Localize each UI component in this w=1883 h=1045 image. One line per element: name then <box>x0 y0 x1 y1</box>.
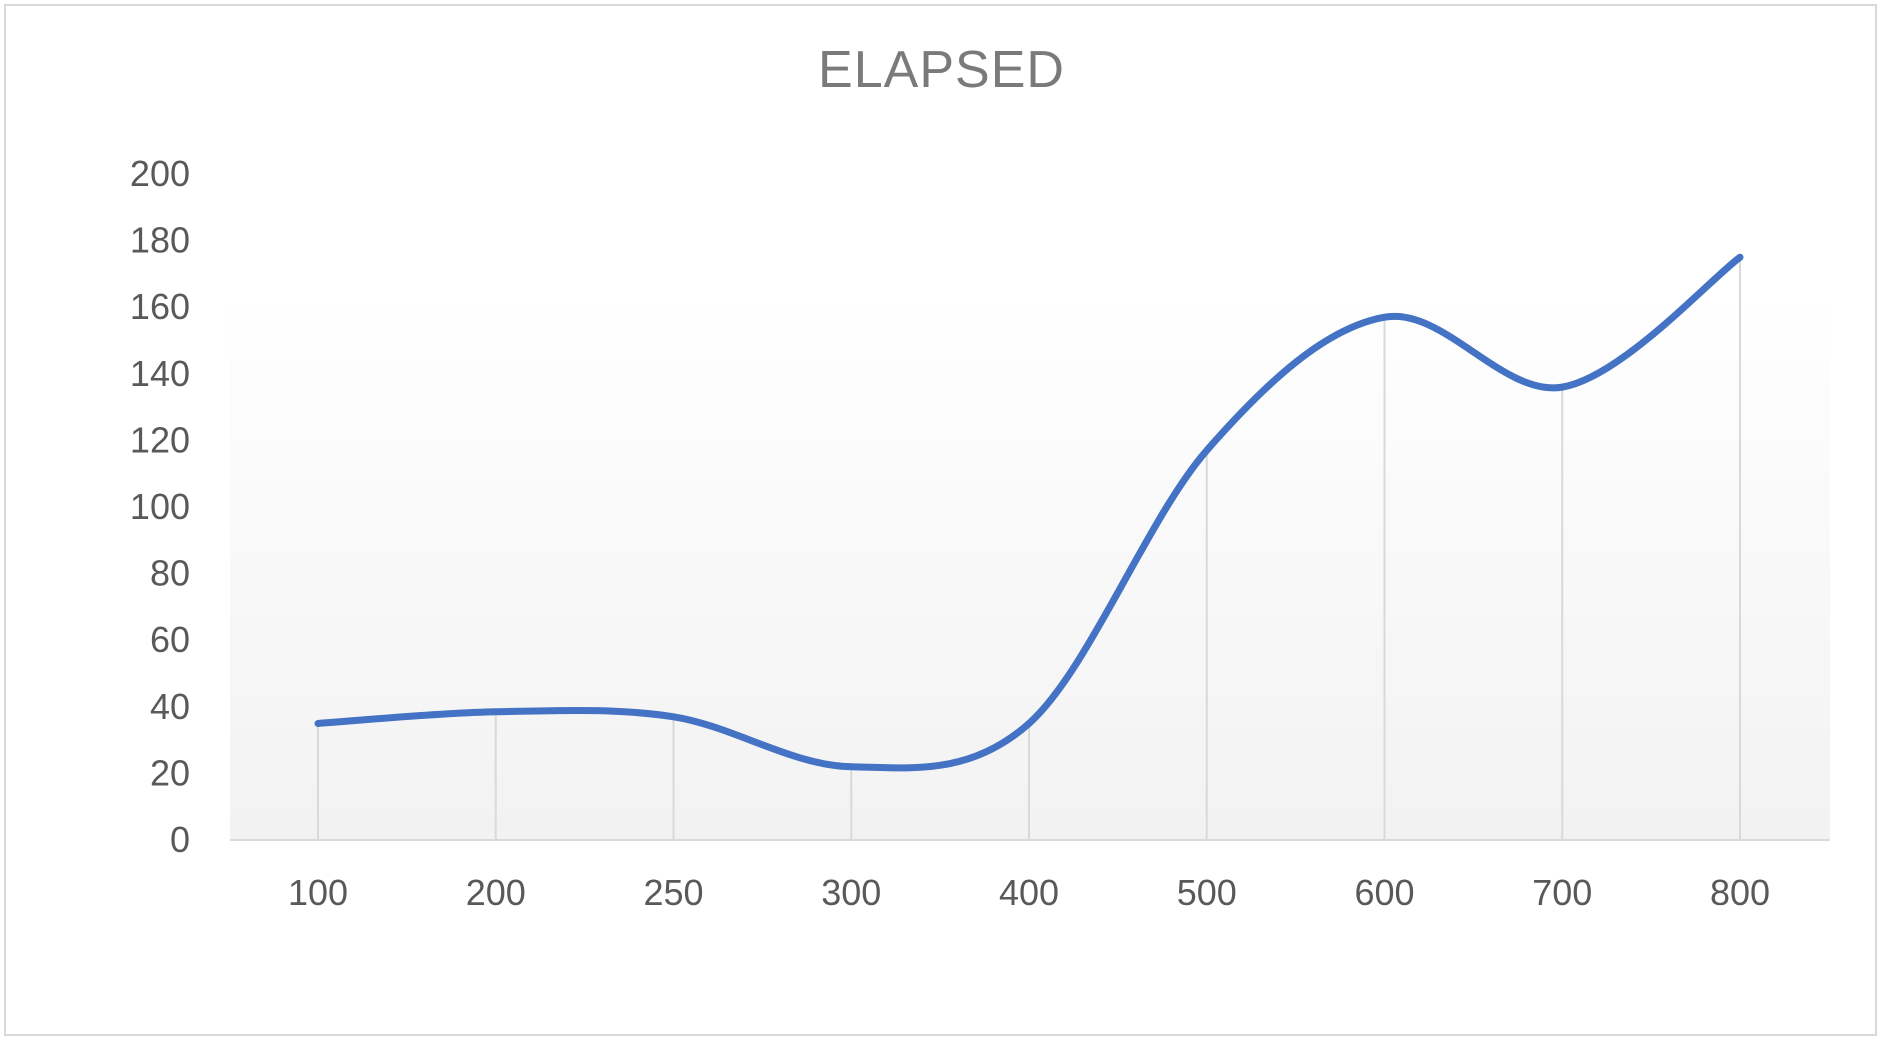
y-tick-label: 140 <box>130 353 190 394</box>
x-tick-label: 200 <box>466 872 526 913</box>
y-tick-label: 60 <box>150 619 190 660</box>
y-tick-label: 160 <box>130 286 190 327</box>
y-tick-label: 80 <box>150 553 190 594</box>
y-axis-ticks: 0 20 40 60 80 100 120 140 160 180 200 <box>130 153 190 860</box>
x-tick-label: 800 <box>1710 872 1770 913</box>
x-tick-label: 100 <box>288 872 348 913</box>
data-point <box>315 720 321 727</box>
y-tick-label: 0 <box>170 819 190 860</box>
x-tick-label: 600 <box>1354 872 1414 913</box>
data-point <box>1026 720 1032 727</box>
data-point <box>670 713 677 720</box>
y-tick-label: 180 <box>130 220 190 261</box>
x-tick-label: 300 <box>821 872 881 913</box>
data-point <box>492 708 499 715</box>
data-point <box>848 763 855 770</box>
y-tick-label: 20 <box>150 752 190 793</box>
x-tick-label: 400 <box>999 872 1059 913</box>
drop-lines <box>317 257 1741 840</box>
chart-title: ELAPSED <box>818 41 1065 99</box>
y-tick-label: 40 <box>150 686 190 727</box>
x-tick-label: 250 <box>643 872 703 913</box>
y-tick-label: 200 <box>130 153 190 194</box>
y-tick-label: 100 <box>130 486 190 527</box>
x-axis-ticks: 100 200 250 300 400 500 600 700 800 <box>288 872 1770 913</box>
series-group <box>314 253 1744 772</box>
x-tick-label: 500 <box>1177 872 1237 913</box>
x-tick-label: 700 <box>1532 872 1592 913</box>
data-point <box>1559 384 1566 391</box>
data-point <box>1737 254 1743 261</box>
y-tick-label: 120 <box>130 419 190 460</box>
data-point <box>1381 314 1388 321</box>
series-line <box>314 253 1744 772</box>
data-point <box>1203 447 1210 454</box>
